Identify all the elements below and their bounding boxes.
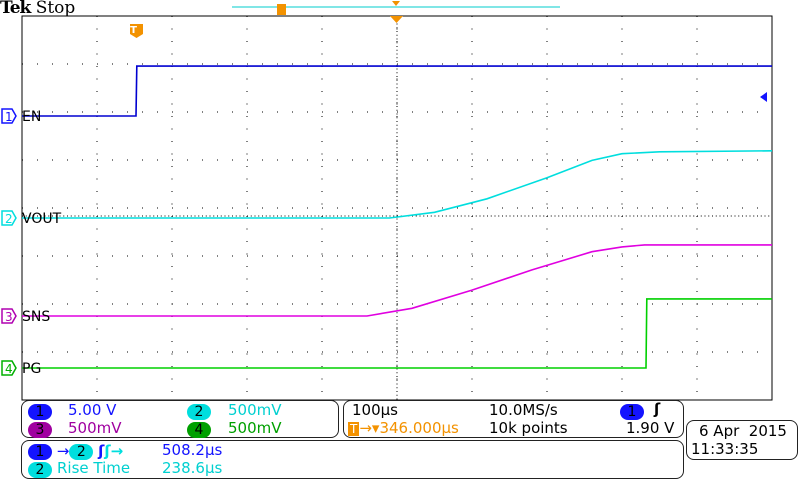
- trigger-level-marker[interactable]: [760, 92, 767, 102]
- sample-rate: 10.0MS/s: [489, 401, 558, 419]
- arrow-icon: →▾: [359, 419, 380, 437]
- ch3-scale[interactable]: 500mV: [68, 419, 122, 437]
- svg-text:T: T: [130, 25, 137, 36]
- vertical-settings-panel: 1 5.00 V 2 500mV 3 500mV 4 500mV: [21, 400, 339, 438]
- ch3-ground-marker[interactable]: 3 SNS: [1, 308, 50, 325]
- datetime-panel: 6 Apr 2015 11:33:35: [686, 420, 798, 460]
- trigger-position[interactable]: 346.000µs: [379, 419, 459, 437]
- ch4-scale[interactable]: 500mV: [228, 419, 282, 437]
- record-length: 10k points: [489, 419, 568, 437]
- acquisition-status: Stop: [35, 0, 76, 18]
- ch4-marker-number: 4: [5, 362, 13, 376]
- meas2-label: Rise Time: [57, 459, 131, 477]
- ch3-marker-number: 3: [5, 310, 13, 324]
- trigger-icon: T: [348, 422, 360, 436]
- ch1-ground-marker[interactable]: 1 EN: [1, 108, 41, 125]
- arrow-icon: →: [56, 442, 70, 460]
- meas1-source-badge: 1: [28, 444, 52, 460]
- horizontal-trigger-panel: 100µs 10.0MS/s 1 ʃ T →▾346.000µs 10k poin…: [343, 400, 684, 438]
- meas1-target-badge: 2: [69, 444, 94, 460]
- ch3-label: SNS: [22, 309, 50, 325]
- ch1-badge[interactable]: 1: [28, 404, 52, 420]
- graticule: [21, 15, 773, 401]
- record-trigger-marker: [277, 4, 286, 15]
- measurements-panel: 1 → 2 ʃʃ→ 508.2µs 2 Rise Time 238.6µs: [21, 440, 684, 479]
- brand-logo: Tek: [0, 0, 31, 18]
- ch4-ground-marker[interactable]: 4 PG: [1, 360, 41, 377]
- trace-vout: [22, 150, 773, 219]
- header: Tek Stop: [0, 0, 75, 18]
- trace-en: [22, 65, 772, 117]
- time: 11:33:35: [691, 440, 759, 458]
- date: 6 Apr 2015: [699, 422, 787, 440]
- ch4-label: PG: [22, 361, 41, 377]
- trace-pg: [22, 298, 772, 369]
- trigger-level[interactable]: 1.90 V: [626, 419, 675, 437]
- ch1-marker-number: 1: [5, 110, 13, 124]
- meas1-value: 508.2µs: [162, 441, 223, 459]
- rising-edge-icon: ʃ: [654, 400, 661, 418]
- ch2-scale[interactable]: 500mV: [228, 401, 282, 419]
- ch4-badge[interactable]: 4: [187, 422, 211, 438]
- trigger-time-marker: [130, 24, 143, 38]
- ch2-marker-number: 2: [5, 212, 13, 226]
- ch1-scale[interactable]: 5.00 V: [68, 401, 117, 419]
- trace-sns: [22, 244, 772, 317]
- ch2-badge[interactable]: 2: [187, 404, 211, 420]
- meas2-source-badge: 2: [28, 462, 52, 478]
- ch2-ground-marker[interactable]: 2 VOUT: [1, 210, 62, 227]
- ch1-label: EN: [22, 109, 41, 125]
- trigger-position-marker[interactable]: [390, 16, 403, 23]
- time-scale[interactable]: 100µs: [352, 401, 398, 419]
- edge-delay-icon: ʃʃ→: [98, 442, 124, 460]
- meas2-value: 238.6µs: [162, 459, 223, 477]
- ch2-label: VOUT: [22, 211, 62, 227]
- ch3-badge[interactable]: 3: [28, 422, 52, 438]
- record-position-marker: [392, 1, 400, 6]
- trigger-source-badge[interactable]: 1: [620, 404, 644, 420]
